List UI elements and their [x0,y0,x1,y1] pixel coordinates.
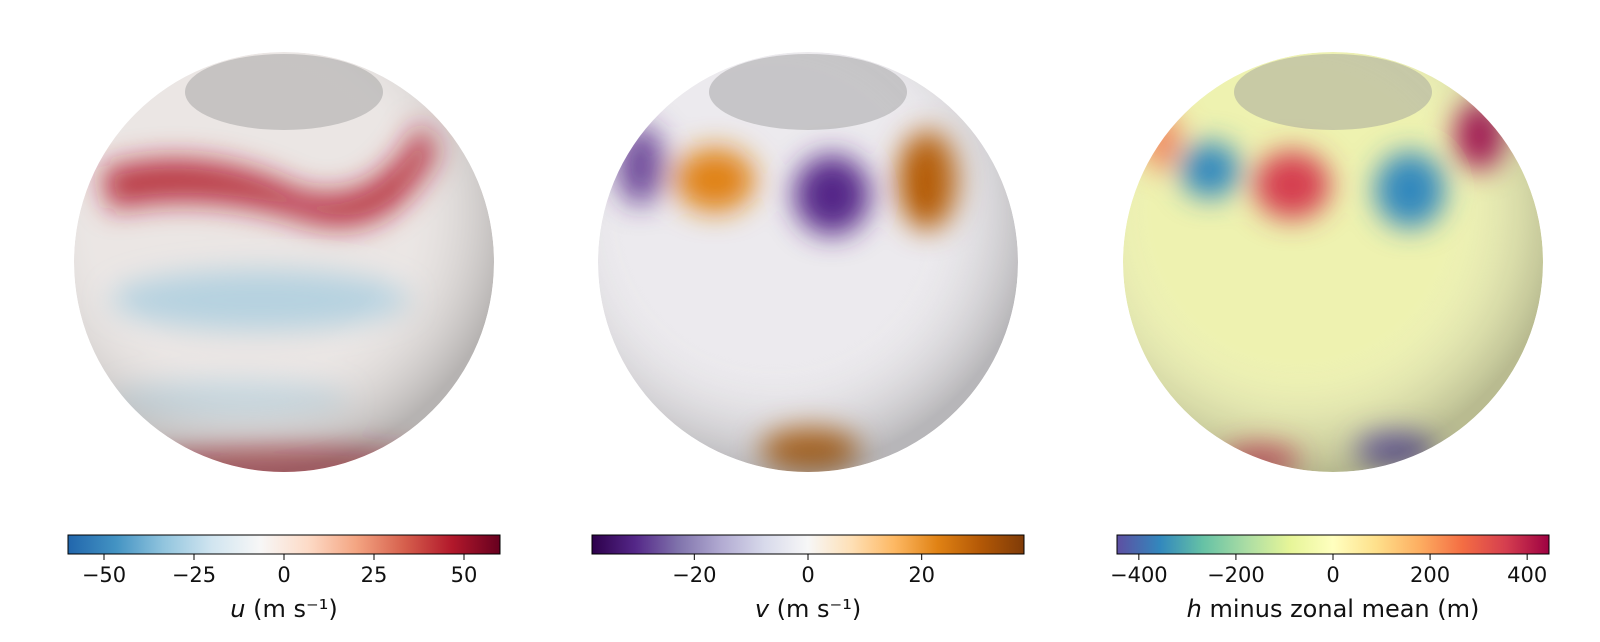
polar-cap [1234,54,1432,130]
colorbar-label: v (m s⁻¹) [755,595,861,623]
label-text: minus zonal mean (m) [1209,595,1479,623]
tick-label: 20 [908,563,935,587]
polar-cap [185,54,383,130]
tick-label: 400 [1507,563,1547,587]
sphere-u [74,52,494,472]
label-symbol: h [1187,595,1202,623]
colorbar-label: u (m s⁻¹) [230,595,337,623]
tick-label: −400 [1110,563,1168,587]
tick-label: 25 [361,563,388,587]
tick-label: −20 [672,563,716,587]
tick-label: 0 [277,563,290,587]
label-symbol: u [230,595,245,623]
tick-label: 50 [451,563,478,587]
sphere-v [598,52,1018,472]
tick-label: −50 [82,563,126,587]
tick-label: 0 [801,563,814,587]
sphere-h [1123,52,1543,472]
tick-label: −25 [172,563,216,587]
colorbar [67,534,501,555]
label-text: (m s⁻¹) [253,595,338,623]
label-text: (m s⁻¹) [777,595,862,623]
colorbar [591,534,1025,555]
polar-cap [709,54,907,130]
label-symbol: v [755,595,770,623]
colorbar-label: h minus zonal mean (m) [1187,595,1480,623]
colorbar [1116,534,1550,555]
tick-label: −200 [1207,563,1265,587]
tick-label: 0 [1326,563,1339,587]
tick-label: 200 [1410,563,1450,587]
